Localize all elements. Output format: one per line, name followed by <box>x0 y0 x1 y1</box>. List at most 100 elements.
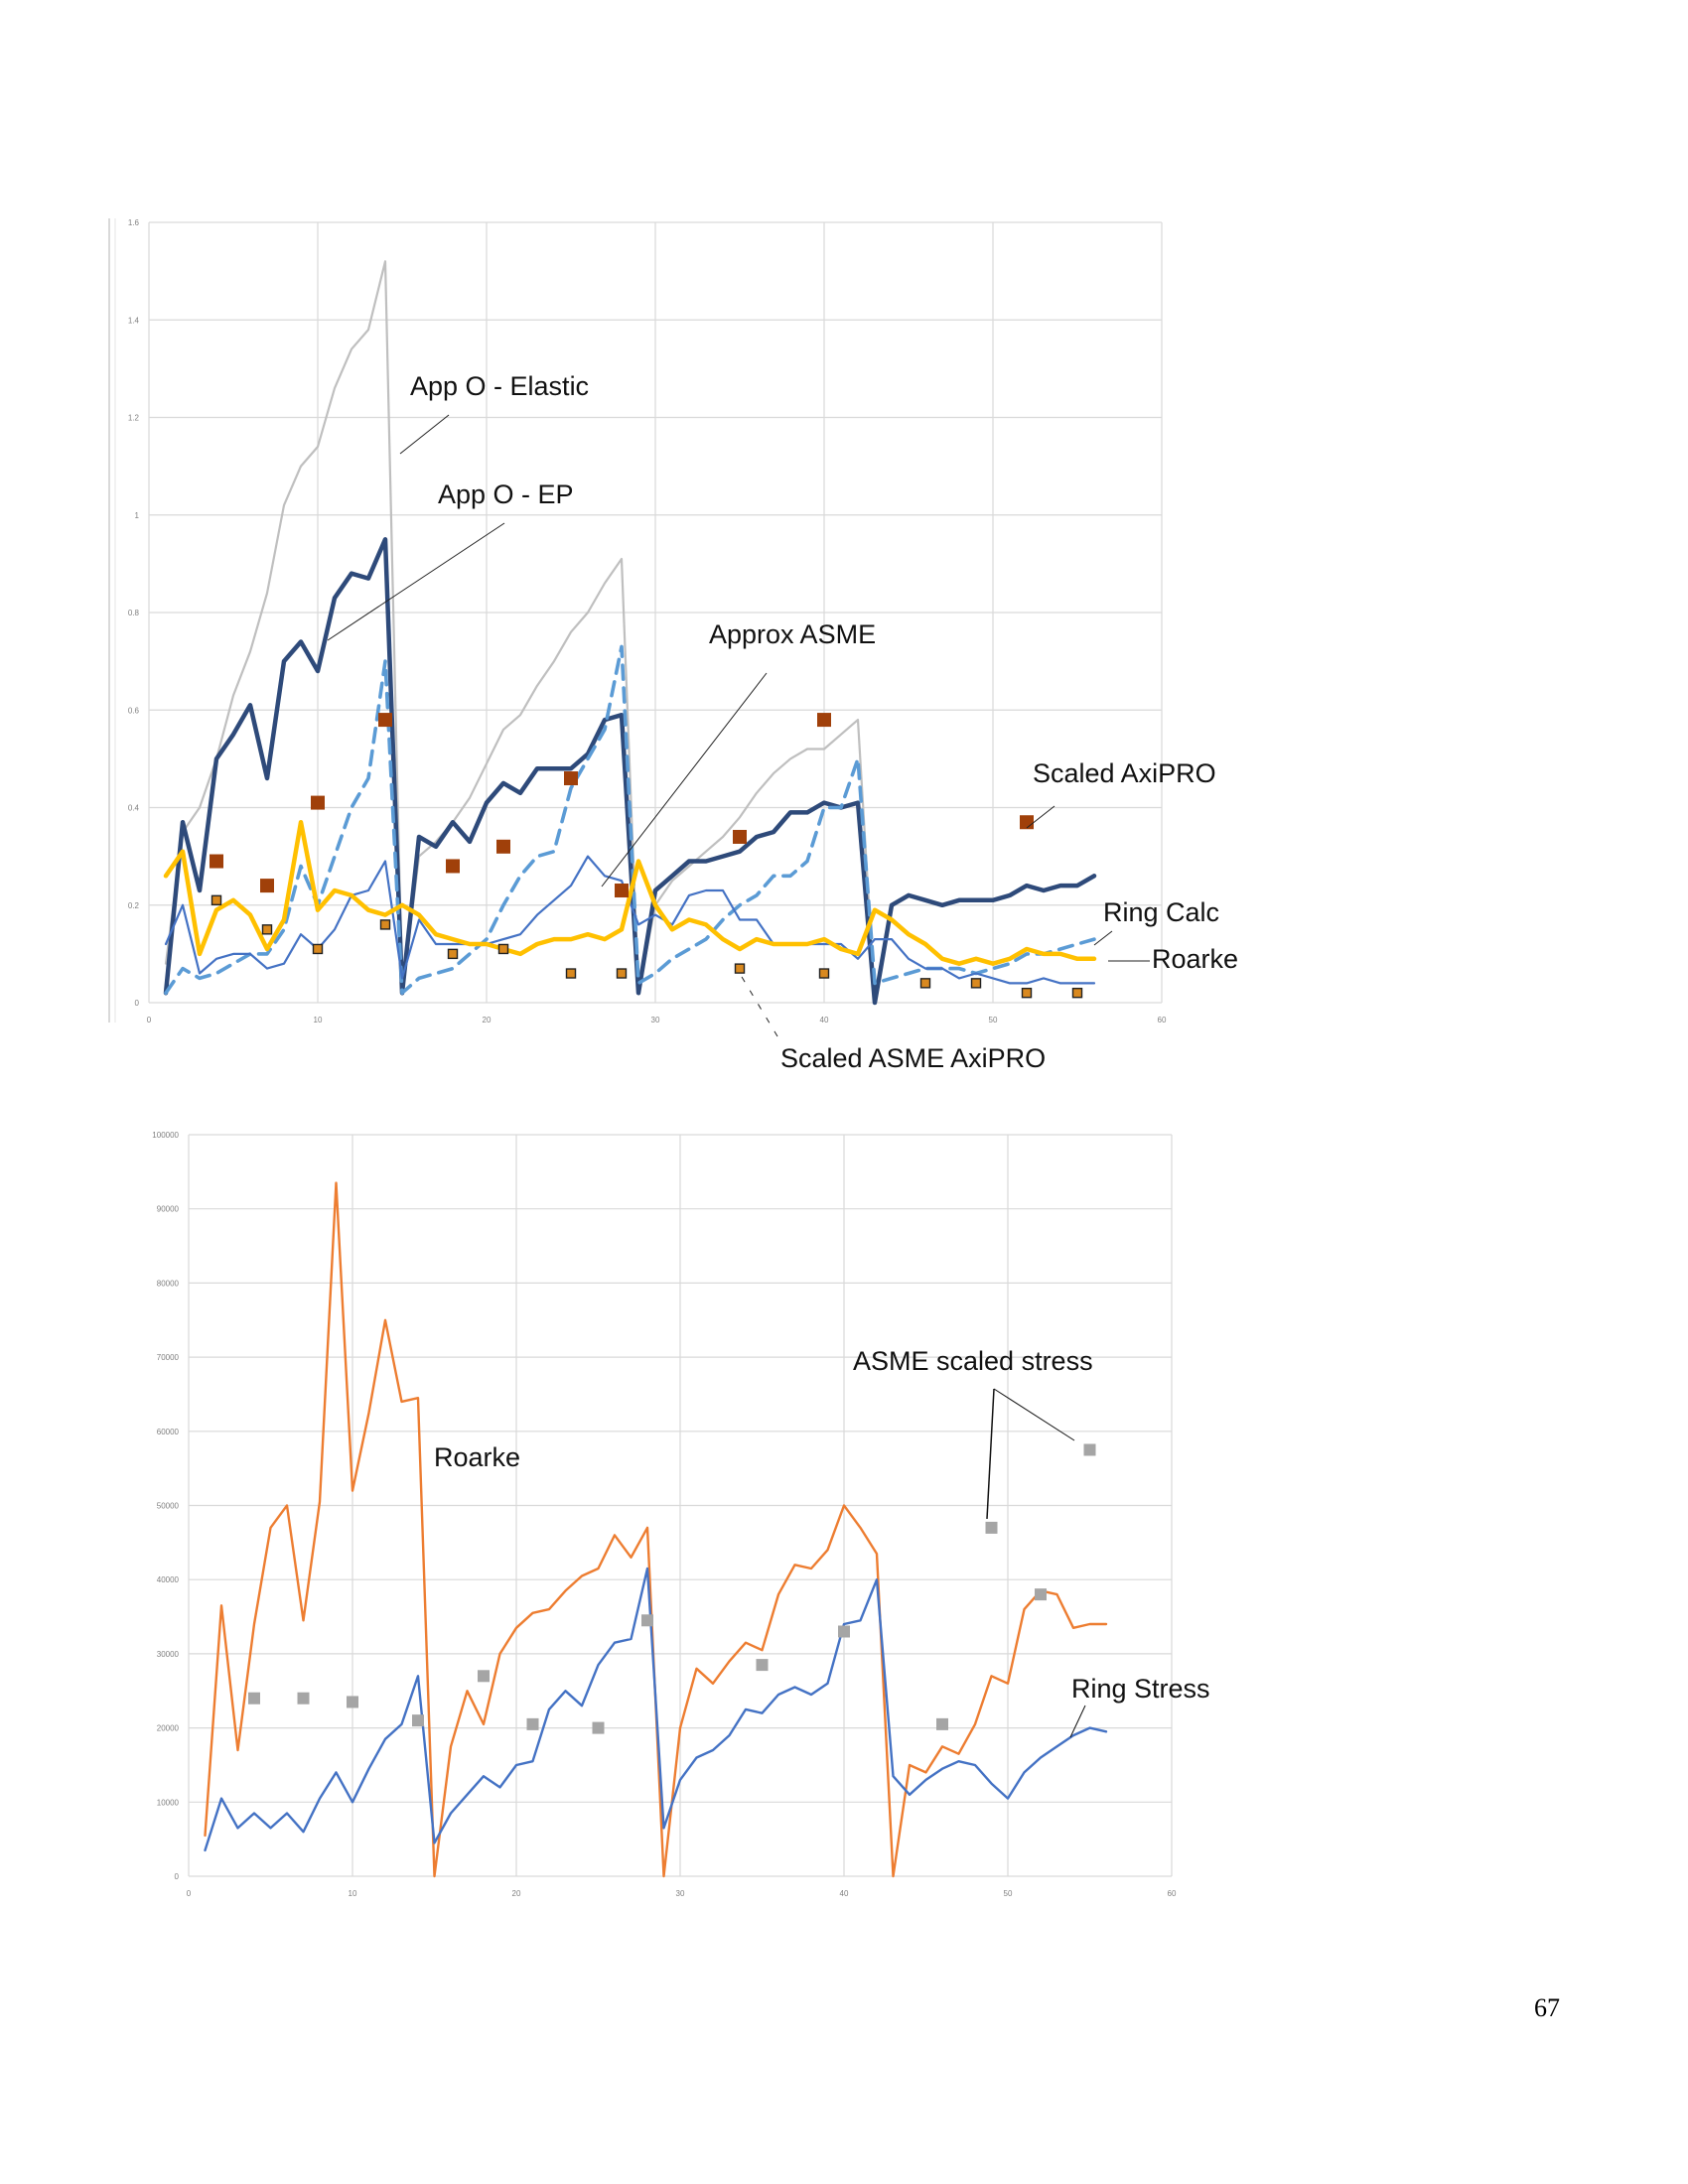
marker-asme_scaled_stress <box>936 1717 948 1730</box>
x-tick-label: 0 <box>147 1016 152 1024</box>
marker-scaled_axipro <box>564 771 578 786</box>
marker-scaled_asme_axipro <box>919 978 931 989</box>
marker-scaled_axipro <box>378 713 392 728</box>
series-line-ep <box>163 537 1097 1006</box>
marker-scaled_axipro <box>210 854 223 869</box>
y-tick-label: 90000 <box>157 1205 180 1214</box>
series-line-elastic <box>164 260 877 1005</box>
y-tick-label: 0 <box>135 999 140 1008</box>
y-tick-label: 1 <box>135 511 140 520</box>
x-tick-label: 40 <box>820 1016 829 1024</box>
annotation-scaled-asme-axipro: Scaled ASME AxiPRO <box>780 1043 1046 1073</box>
marker-scaled_asme_axipro <box>1021 987 1033 999</box>
marker-scaled_asme_axipro <box>734 963 746 974</box>
y-tick-label: 0.4 <box>128 804 140 813</box>
x-tick-label: 30 <box>676 1889 685 1898</box>
marker-scaled_axipro <box>311 795 325 810</box>
marker-scaled_asme_axipro <box>379 919 391 930</box>
annotation-app-o-elastic: App O - Elastic <box>410 371 589 401</box>
y-tick-label: 60000 <box>157 1428 180 1436</box>
marker-scaled_asme_axipro <box>211 894 222 906</box>
marker-asme_scaled_stress <box>592 1721 605 1734</box>
marker-asme_scaled_stress <box>526 1717 539 1730</box>
marker-scaled_axipro <box>1020 815 1034 830</box>
leader-line-scaled-axipro <box>1026 805 1055 829</box>
leader-line-scaled-asme-axipro <box>741 976 781 1042</box>
x-tick-label: 30 <box>651 1016 660 1024</box>
marker-scaled_asme_axipro <box>565 968 577 979</box>
marker-scaled_axipro <box>615 884 629 898</box>
chart-1-gridlines <box>148 221 1163 1004</box>
y-tick-label: 30000 <box>157 1650 180 1659</box>
x-tick-label: 20 <box>512 1889 521 1898</box>
marker-asme_scaled_stress <box>248 1692 260 1705</box>
y-tick-label: 100000 <box>152 1131 179 1140</box>
chart-1-series <box>163 260 1097 1006</box>
y-tick-label: 0.6 <box>128 706 140 715</box>
leader-line-ep <box>327 522 505 641</box>
chart-1-leader-lines <box>327 414 1150 1042</box>
marker-asme_scaled_stress <box>985 1521 998 1534</box>
marker-scaled_axipro <box>446 859 460 874</box>
annotation-ring-calc: Ring Calc <box>1103 897 1219 927</box>
annotation-scaled-axipro: Scaled AxiPRO <box>1033 758 1216 788</box>
marker-scaled_axipro <box>260 879 274 893</box>
x-tick-label: 0 <box>187 1889 192 1898</box>
y-tick-label: 0.2 <box>128 901 140 910</box>
marker-asme_scaled_stress <box>641 1614 653 1627</box>
annotation-ring-stress: Ring Stress <box>1071 1674 1210 1704</box>
marker-scaled_asme_axipro <box>312 943 324 955</box>
y-tick-label: 0.8 <box>128 609 140 617</box>
marker-scaled_asme_axipro <box>970 978 982 989</box>
series-line-ring_stress <box>204 1567 1108 1852</box>
y-tick-label: 20000 <box>157 1724 180 1733</box>
leader-line-ring-stress <box>1069 1705 1086 1738</box>
marker-scaled_axipro <box>733 829 747 844</box>
chart-1-annotations: App O - Elastic App O - EP Approx ASME S… <box>410 371 1238 1073</box>
marker-scaled_asme_axipro <box>261 924 273 935</box>
chart-1: 0 10 20 30 40 50 60 0 0.2 0.4 0.6 0.8 1 1.2 1.4 1.6 App… <box>108 218 1238 1073</box>
leader-line-asme-right <box>993 1388 1075 1441</box>
x-tick-label: 10 <box>314 1016 323 1024</box>
marker-asme_scaled_stress <box>838 1625 850 1638</box>
leader-line-approx-asme <box>601 672 768 887</box>
chart-2-series <box>204 1181 1108 1878</box>
series-line-roarke_stress <box>204 1181 1108 1878</box>
marker-asme_scaled_stress <box>478 1670 490 1683</box>
x-tick-label: 60 <box>1158 1016 1167 1024</box>
y-tick-label: 10000 <box>157 1798 180 1807</box>
y-tick-label: 1.2 <box>128 414 140 423</box>
marker-scaled_asme_axipro <box>447 948 459 960</box>
chart-2-tick-labels: 0 10 20 30 40 50 60 0 10000 20000 30000 40000 50000 6… <box>152 1131 1177 1898</box>
y-tick-label: 40000 <box>157 1575 180 1584</box>
y-tick-label: 0 <box>175 1872 180 1881</box>
marker-asme_scaled_stress <box>1083 1443 1096 1456</box>
marker-asme_scaled_stress <box>412 1714 424 1727</box>
page-number: 67 <box>1534 1993 1560 2022</box>
marker-asme_scaled_stress <box>756 1659 769 1672</box>
marker-scaled_asme_axipro <box>818 968 830 979</box>
marker-scaled_asme_axipro <box>616 968 628 979</box>
chart-2-markers <box>248 1443 1096 1734</box>
y-tick-label: 1.4 <box>128 316 140 325</box>
leader-line-ring-calc <box>1093 930 1113 946</box>
marker-asme_scaled_stress <box>297 1692 310 1705</box>
chart-2-leader-lines <box>986 1388 1086 1738</box>
annotation-app-o-ep: App O - EP <box>438 479 574 509</box>
x-tick-label: 50 <box>989 1016 998 1024</box>
leader-line-asme-left <box>986 1388 995 1520</box>
x-tick-label: 60 <box>1168 1889 1177 1898</box>
leader-line-elastic <box>399 414 450 455</box>
annotation-approx-asme: Approx ASME <box>709 619 876 649</box>
x-tick-label: 10 <box>349 1889 357 1898</box>
y-tick-label: 50000 <box>157 1502 180 1511</box>
marker-asme_scaled_stress <box>1035 1588 1047 1601</box>
marker-scaled_axipro <box>817 713 831 728</box>
y-tick-label: 1.6 <box>128 218 140 227</box>
marker-scaled_asme_axipro <box>1071 987 1083 999</box>
series-line-roarke <box>163 819 1097 966</box>
annotation-roarke: Roarke <box>1152 944 1238 974</box>
marker-scaled_axipro <box>496 839 510 854</box>
marker-asme_scaled_stress <box>347 1696 358 1708</box>
chart-1-tick-labels: 0 10 20 30 40 50 60 0 0.2 0.4 0.6 0.8 1 1.2 1.4 1.6 <box>128 218 1167 1024</box>
